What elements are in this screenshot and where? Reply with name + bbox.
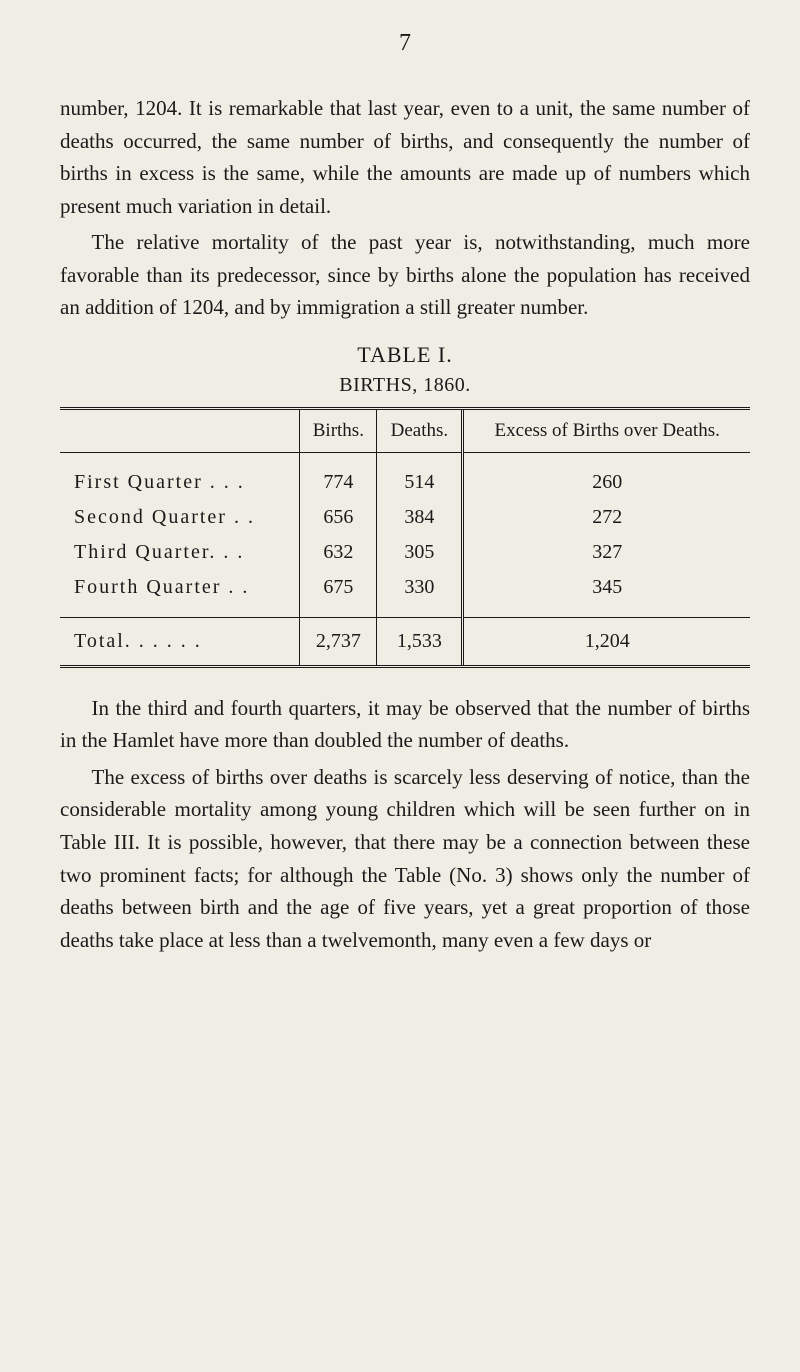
table-header-excess: Excess of Births over Deaths.: [463, 408, 750, 452]
table-row: Fourth Quarter . . 675 330 345: [60, 570, 750, 605]
paragraph-2: The relative mortality of the past year …: [60, 226, 750, 324]
cell-births: 774: [300, 465, 377, 500]
cell-excess: 272: [463, 500, 750, 535]
total-births: 2,737: [300, 617, 377, 666]
row-label: Fourth Quarter . .: [60, 570, 300, 605]
total-label: Total. . . . . .: [60, 617, 300, 666]
page-number: 7: [60, 30, 750, 57]
paragraph-4: The excess of births over deaths is scar…: [60, 761, 750, 956]
table-total-row: Total. . . . . . 2,737 1,533 1,204: [60, 617, 750, 666]
total-excess: 1,204: [463, 617, 750, 666]
total-deaths: 1,533: [377, 617, 463, 666]
cell-births: 656: [300, 500, 377, 535]
paragraph-3: In the third and fourth quarters, it may…: [60, 692, 750, 757]
table-header-empty: [60, 408, 300, 452]
cell-excess: 260: [463, 465, 750, 500]
table-row: Second Quarter . . 656 384 272: [60, 500, 750, 535]
cell-excess: 345: [463, 570, 750, 605]
table-header-births: Births.: [300, 408, 377, 452]
cell-deaths: 384: [377, 500, 463, 535]
cell-deaths: 514: [377, 465, 463, 500]
row-label: Third Quarter. . .: [60, 535, 300, 570]
table-label: TABLE I.: [60, 342, 750, 368]
table-header-row: Births. Deaths. Excess of Births over De…: [60, 408, 750, 452]
table-row: Third Quarter. . . 632 305 327: [60, 535, 750, 570]
cell-births: 675: [300, 570, 377, 605]
table-header-deaths: Deaths.: [377, 408, 463, 452]
births-table: Births. Deaths. Excess of Births over De…: [60, 407, 750, 668]
table-spacer: [60, 452, 750, 465]
cell-deaths: 305: [377, 535, 463, 570]
cell-excess: 327: [463, 535, 750, 570]
row-label: First Quarter . . .: [60, 465, 300, 500]
table-title: BIRTHS, 1860.: [60, 374, 750, 397]
row-label: Second Quarter . .: [60, 500, 300, 535]
document-page: 7 number, 1204. It is remarkable that la…: [0, 0, 800, 1000]
cell-births: 632: [300, 535, 377, 570]
paragraph-1: number, 1204. It is remarkable that last…: [60, 92, 750, 222]
table-spacer: [60, 605, 750, 618]
table-row: First Quarter . . . 774 514 260: [60, 465, 750, 500]
cell-deaths: 330: [377, 570, 463, 605]
